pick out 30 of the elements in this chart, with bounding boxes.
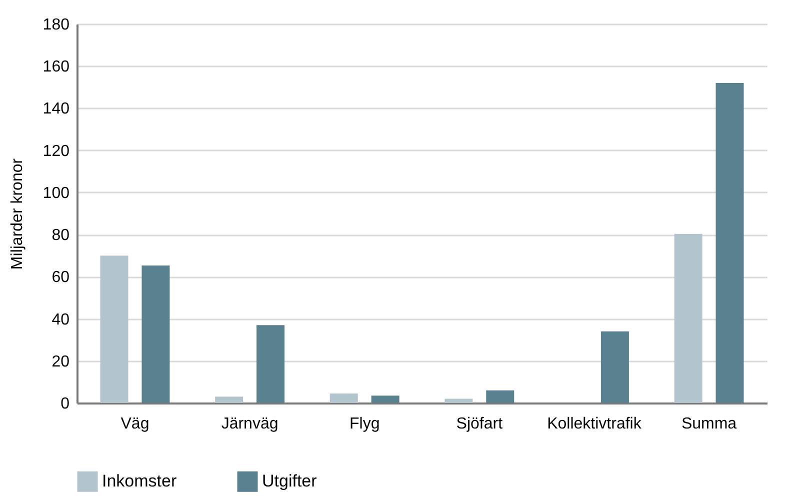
bar <box>486 390 514 403</box>
x-tick-label: Flyg <box>349 416 380 432</box>
x-tick-label: Järnväg <box>221 416 278 432</box>
bar <box>600 331 629 403</box>
legend-label: Inkomster <box>102 472 177 491</box>
x-tick-label: Sjöfart <box>456 416 504 432</box>
y-tick-label: 0 <box>60 396 70 412</box>
y-tick-label: 80 <box>52 227 70 244</box>
bar <box>215 396 244 403</box>
y-tick-label: 100 <box>42 184 70 202</box>
bar <box>716 82 744 403</box>
y-axis-title: Miljarder kronor <box>8 158 26 270</box>
y-tick-label: 40 <box>52 311 70 328</box>
bar <box>371 396 400 403</box>
legend-label: Utgifter <box>262 472 318 491</box>
y-tick-label: 160 <box>42 58 70 76</box>
bar <box>100 256 128 403</box>
y-tick-label: 20 <box>52 353 70 370</box>
y-tick-label: 140 <box>42 100 70 118</box>
x-tick-label: Summa <box>681 416 737 432</box>
bar <box>256 325 285 403</box>
x-tick-label: Kollektivtrafik <box>547 416 642 432</box>
y-tick-label: 180 <box>42 16 70 34</box>
x-tick-label: Väg <box>120 416 150 432</box>
bar <box>674 234 702 403</box>
y-tick-label: 120 <box>42 142 70 160</box>
bar <box>330 394 358 403</box>
bar <box>444 398 473 403</box>
y-tick-label: 60 <box>52 269 70 286</box>
bar <box>142 266 170 403</box>
